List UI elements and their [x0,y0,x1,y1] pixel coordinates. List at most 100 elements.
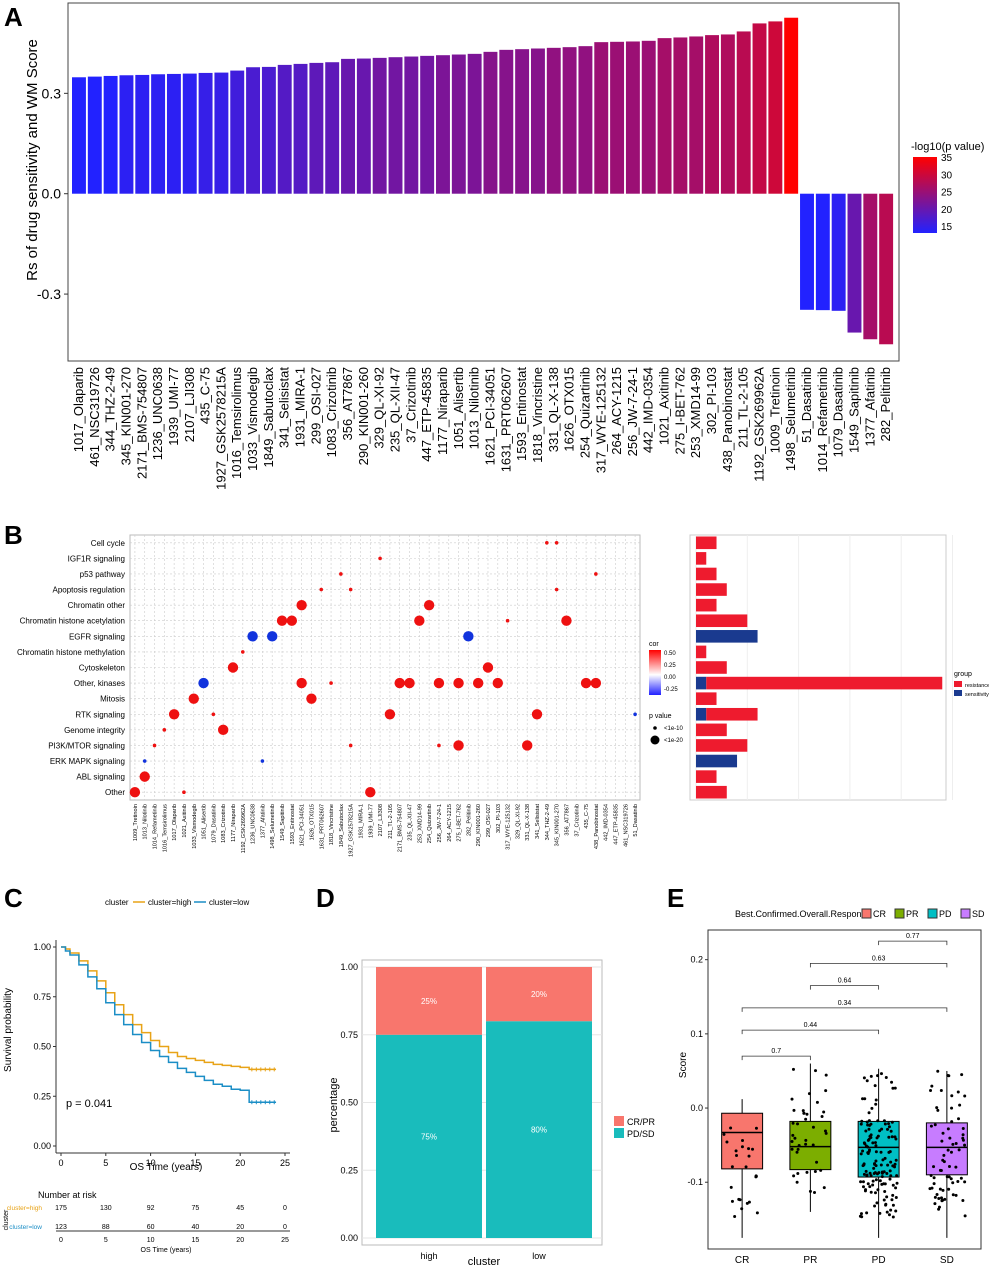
panel-a-bar [800,193,814,310]
panel-e-point [824,1073,828,1077]
panel-b-y-tick-label: Cytoskeleton [79,664,125,673]
panel-e-point [869,1136,873,1140]
panel-e-point [751,1147,755,1151]
panel-e-point [882,1119,886,1123]
panel-e-point [862,1163,866,1167]
panel-a-x-tick-label: 435_C-75 [198,367,213,424]
panel-e-point [890,1080,894,1084]
panel-b-x-tick-label: 438_Panobinostat [594,804,600,850]
panel-a-bar [436,55,450,194]
panel-b-y-tick-label: Apoptosis regulation [53,586,126,595]
risk-table-row-label: cluster=low [9,1224,42,1231]
panel-e-point [878,1211,882,1215]
panel-e-point [805,1112,809,1116]
panel-b-x-tick-label: 1593_Entinostat [290,804,296,845]
panel-a-bar [673,37,688,194]
panel-e-legend-label: CR [873,909,886,919]
panel-b-x-tick-label: 2107_LJI308 [378,804,384,836]
panel-e-point [874,1098,878,1102]
panel-a-bar [705,35,720,194]
panel-e-point [729,1185,733,1189]
panel-b-x-tick-label: 1017_Olaparib [172,804,178,841]
panel-b-size-legend-large [650,735,660,745]
panel-c-survival-chart: cluster Survival probability OS Time (ye… [3,898,290,1254]
risk-table-x-tick-label: 20 [236,1237,244,1244]
risk-table-cell: 0 [283,1224,287,1231]
panel-e-point [866,1182,870,1186]
panel-a-x-tick-label: 1631_PRT062607 [498,367,513,472]
panel-e-point [876,1188,880,1192]
panel-a-bar-chart: Rs of drug sensitivity and WM Score -log… [24,2,984,490]
panel-b-y-tick-label: Chromatin histone acetylation [20,617,125,626]
panel-c-x-tick-label: 10 [146,1158,156,1168]
panel-b-x-tick-label: 302_PI-103 [496,804,502,833]
panel-c-y-tick-label: 0.25 [33,1091,51,1101]
panel-e-point [948,1136,952,1140]
panel-b-dot [384,709,396,720]
panel-e-point [860,1119,864,1123]
panel-e-point [963,1143,967,1147]
panel-b-y-tick-label: Chromatin other [68,601,126,610]
panel-e-point [820,1115,824,1119]
panel-e-x-tick-label: SD [940,1255,954,1266]
panel-b-dot [590,677,602,689]
panel-a-x-tick-label: 1016_Temsirolimus [229,367,244,479]
panel-a-x-tick-label: 1079_Dasatinib [831,367,846,457]
panel-a-y-label: Rs of drug sensitivity and WM Score [24,39,41,281]
panel-b-cor-legend-title: cor [649,641,659,648]
panel-a-legend-tick-label: 30 [941,170,953,181]
panel-a-x-tick-label: 2171_BMS-754807 [134,367,149,479]
panel-e-point [949,1177,953,1181]
panel-a-bar [499,49,514,194]
panel-e-point [894,1186,898,1190]
panel-a-bar [530,48,545,194]
panel-e-point [887,1150,891,1154]
panel-e-point [888,1177,892,1181]
panel-e-point [950,1120,954,1124]
panel-d-bar-label: 80% [531,1126,547,1135]
panel-e-comparison-bracket [741,1007,948,1012]
panel-a-x-tick-label: 1621_PCI-34051 [482,367,497,465]
panel-b-x-tick-label: 211_TL-2-105 [388,804,394,839]
panel-e-point [864,1144,868,1148]
panel-e-point [956,1180,960,1184]
panel-e-point [873,1162,877,1166]
risk-table-cell: 20 [236,1224,244,1231]
panel-e-point [814,1069,818,1073]
panel-b-dot [267,631,278,642]
panel-b-pvalue-legend-title: p value [649,713,672,720]
panel-e-point [881,1158,885,1162]
panel-e-point [889,1174,893,1178]
panel-e-point [933,1195,937,1199]
panel-a-bar [594,42,609,194]
panel-a-bar [831,193,846,311]
panel-e-legend-label: PR [906,909,919,919]
panel-e-point [879,1150,883,1154]
panel-e-point [873,1084,877,1088]
risk-table-cell: 75 [192,1205,200,1212]
panel-b-dot [168,709,180,720]
panel-e-y-tick-label: 0.2 [690,955,703,965]
panel-c-x-tick-label: 5 [103,1158,108,1168]
panel-b-dot [554,540,559,545]
panel-c-y-tick-label: 0.75 [33,992,51,1002]
panel-e-point [874,1150,878,1154]
panel-b-dot [182,790,186,795]
panel-b-resistance-bar [696,614,748,628]
panel-b-sensitivity-bar [696,754,738,768]
panel-e-point [885,1172,889,1176]
panel-a-bar [182,73,197,194]
panel-b-dot [306,693,317,704]
panel-e-point [941,1188,945,1192]
panel-e-point [956,1090,960,1094]
panel-e-point [961,1198,965,1202]
panel-e-point [938,1168,942,1172]
panel-e-point [811,1143,815,1147]
panel-b-dot [339,572,343,576]
panel-a-x-tick-label: 254_Quizartinib [577,367,592,458]
panel-e-point [869,1133,873,1137]
panel-a-legend-tick-label: 15 [941,222,953,233]
panel-e-point [730,1165,734,1169]
panel-e-point [930,1084,934,1088]
panel-a-x-tick-label: 1021_Axitinib [657,367,672,445]
